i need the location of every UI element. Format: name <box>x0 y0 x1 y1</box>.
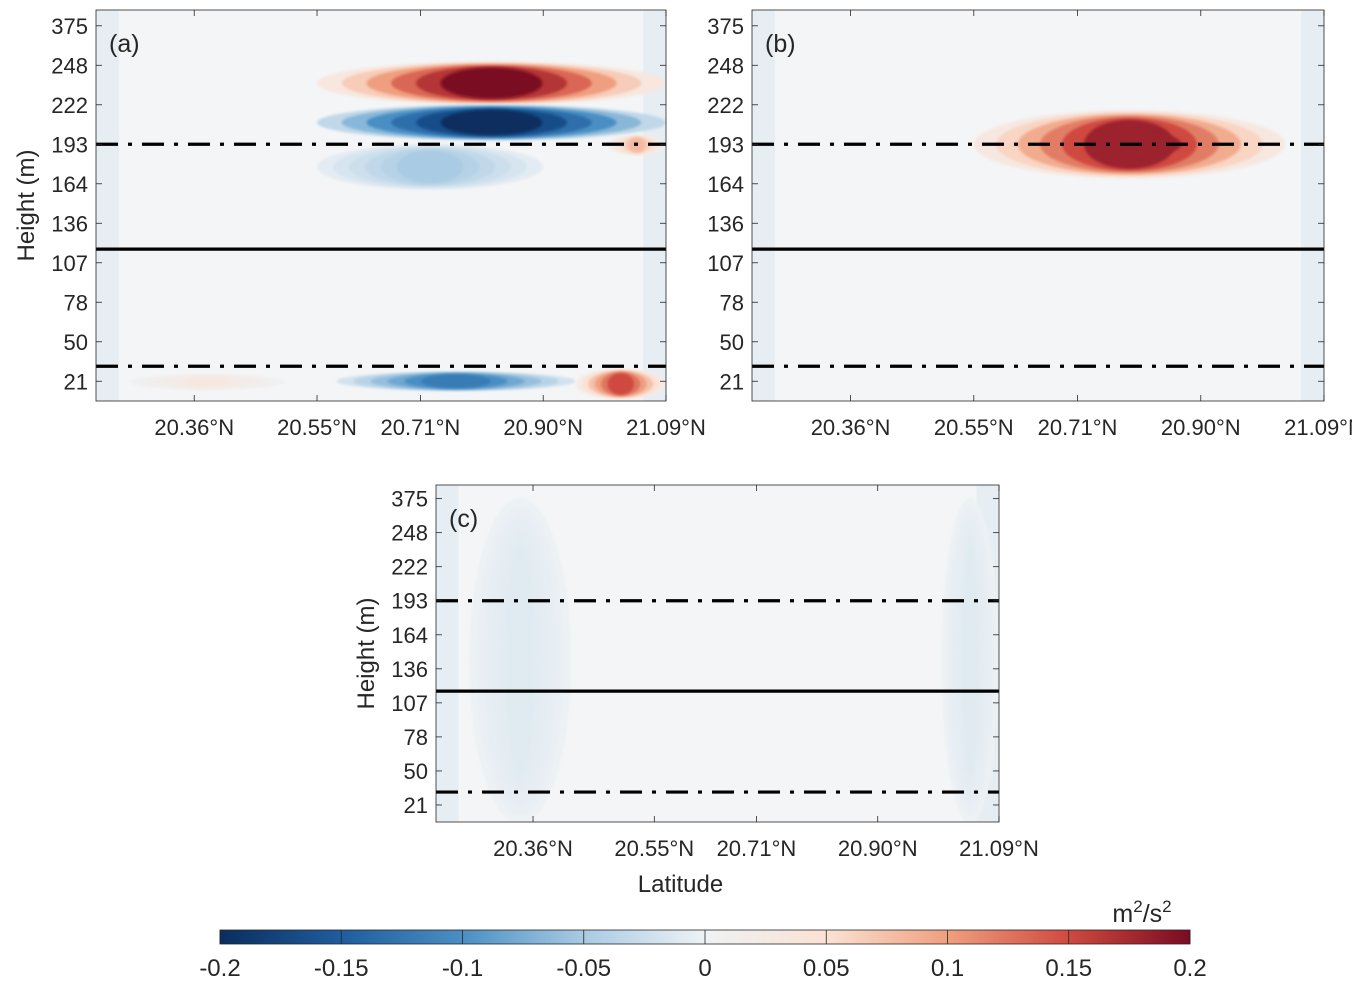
y-tick-label: 136 <box>391 657 428 682</box>
plot-area-background <box>752 10 1324 401</box>
x-tick-label: 20.71°N <box>717 836 797 861</box>
colorbar-tick-label: -0.2 <box>199 955 240 982</box>
x-tick-label: 21.09°N <box>959 836 1039 861</box>
y-tick-label: 78 <box>404 725 428 750</box>
x-tick-label: 20.90°N <box>503 415 583 440</box>
y-tick-label: 193 <box>51 132 88 157</box>
contour-fill <box>96 10 666 401</box>
y-tick-label: 193 <box>707 132 744 157</box>
anomaly-negative-1 <box>317 104 666 141</box>
y-tick-label: 107 <box>51 251 88 276</box>
edge-shade-left <box>96 10 119 401</box>
edge-shade-left <box>436 485 459 822</box>
edge-shade-right <box>1301 10 1324 401</box>
anomaly-negative-1 <box>941 497 999 822</box>
colorbar-tick-label: 0.2 <box>1173 955 1206 982</box>
y-tick-label: 164 <box>51 172 88 197</box>
anomaly-positive-0-core <box>1103 132 1182 157</box>
panels-layer: 375 248 222 193 164 136 107 78 50 21 20.36°N 20.55°… <box>13 9 1352 898</box>
unit-exponent: 2 <box>1133 897 1142 916</box>
unit-divisor: /s <box>1143 900 1162 928</box>
x-tick-label: 20.55°N <box>614 836 694 861</box>
unit-base: m <box>1112 900 1133 928</box>
panel-label: (b) <box>765 30 796 58</box>
y-tick-label: 375 <box>51 14 88 39</box>
anomaly-negative-2 <box>317 144 544 190</box>
y-tick-label: 375 <box>391 487 428 512</box>
colorbar-tick-label: -0.05 <box>556 955 611 982</box>
y-tick-label: 21 <box>720 369 744 394</box>
anomaly-positive-5-level-6 <box>184 376 230 388</box>
y-tick-label: 21 <box>64 369 88 394</box>
x-tick-label: 20.55°N <box>277 415 357 440</box>
anomaly-negative-2-level-6 <box>397 150 464 184</box>
y-tick-label: 21 <box>404 793 428 818</box>
anomaly-negative-0-level-6 <box>505 544 536 778</box>
panel-label: (a) <box>109 30 140 58</box>
x-tick-label: 20.90°N <box>1161 415 1241 440</box>
x-tick-label: 20.71°N <box>381 415 461 440</box>
anomaly-positive-5 <box>129 374 285 390</box>
y-tick-label: 222 <box>707 93 744 118</box>
colorbar-tick-label: 0.15 <box>1045 955 1092 982</box>
colorbar-unit: m2/s2 <box>1112 897 1171 928</box>
unit-exponent: 2 <box>1162 897 1171 916</box>
panel-c: 375 248 222 193 164 136 107 78 50 21 20.36°N 20.55°… <box>353 484 1039 898</box>
anomaly-positive-6-level-6 <box>607 373 634 395</box>
y-tick-label: 164 <box>391 623 428 648</box>
y-tick-label: 50 <box>720 330 744 355</box>
anomaly-positive-0-level-6 <box>440 67 543 99</box>
y-tick-label: 193 <box>391 589 428 614</box>
anomaly-positive-6 <box>575 368 666 399</box>
x-tick-label: 20.36°N <box>493 836 573 861</box>
colorbar-tick-label: 0.1 <box>931 955 964 982</box>
y-tick-label: 107 <box>391 691 428 716</box>
y-tick-label: 248 <box>391 521 428 546</box>
y-tick-label: 136 <box>707 211 744 236</box>
y-tick-label: 222 <box>51 93 88 118</box>
edge-shade-left <box>752 10 775 401</box>
x-tick-label: 21.09°N <box>626 415 706 440</box>
colorbar-tick-label: -0.1 <box>442 955 483 982</box>
anomaly-negative-4-level-6 <box>421 374 491 389</box>
anomaly-negative-1-level-6 <box>440 109 543 136</box>
x-axis-title: Latitude <box>638 871 723 898</box>
colorbar-tick-label: 0.05 <box>803 955 850 982</box>
x-tick-label: 20.71°N <box>1038 415 1118 440</box>
y-tick-label: 50 <box>64 330 88 355</box>
x-tick-label: 21.09°N <box>1284 415 1352 440</box>
contour-fill <box>436 485 999 822</box>
y-tick-label: 164 <box>707 172 744 197</box>
edge-shade-right <box>643 10 666 401</box>
y-tick-label: 78 <box>64 290 88 315</box>
y-tick-label: 107 <box>707 251 744 276</box>
y-axis-title: Height (m) <box>353 597 380 709</box>
panel-label: (c) <box>449 505 478 533</box>
colorbar-tick-label: 0 <box>698 955 711 982</box>
anomaly-negative-1-level-6 <box>961 544 979 778</box>
anomaly-negative-4 <box>336 371 576 391</box>
colorbar: -0.2 -0.15 -0.1 -0.05 0 0.05 0.1 0.15 0.2m2/s2 <box>199 897 1206 982</box>
y-tick-label: 136 <box>51 211 88 236</box>
y-tick-label: 248 <box>707 53 744 78</box>
x-tick-label: 20.36°N <box>811 415 891 440</box>
y-tick-label: 248 <box>51 53 88 78</box>
x-tick-label: 20.90°N <box>838 836 918 861</box>
colorbar-tick-label: -0.15 <box>314 955 369 982</box>
plot-frame <box>435 484 1000 823</box>
x-tick-label: 20.36°N <box>154 415 234 440</box>
y-tick-label: 50 <box>404 759 428 784</box>
y-axis-title: Height (m) <box>13 149 40 261</box>
x-tick-label: 20.55°N <box>934 415 1014 440</box>
y-tick-label: 222 <box>391 555 428 580</box>
plot-frame <box>751 9 1325 402</box>
panel-b: 375 248 222 193 164 136 107 78 50 21 20.36°N 20.55°… <box>707 9 1352 440</box>
y-tick-label: 78 <box>720 290 744 315</box>
plot-frame <box>95 9 667 402</box>
y-tick-label: 375 <box>707 14 744 39</box>
anomaly-negative-0 <box>469 497 572 822</box>
anomaly-positive-0 <box>317 61 666 105</box>
panel-a: 375 248 222 193 164 136 107 78 50 21 20.36°N 20.55°… <box>13 9 706 440</box>
